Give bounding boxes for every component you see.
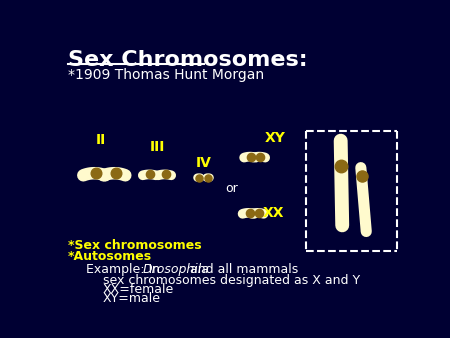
Text: *Autosomes: *Autosomes <box>68 250 152 263</box>
Text: Example: In: Example: In <box>86 263 164 276</box>
Text: IV: IV <box>196 156 212 170</box>
Text: *1909 Thomas Hunt Morgan: *1909 Thomas Hunt Morgan <box>68 68 264 82</box>
Text: Drosophila: Drosophila <box>143 263 210 276</box>
Text: or: or <box>225 182 238 195</box>
Text: and all mammals: and all mammals <box>186 263 299 276</box>
Text: XY: XY <box>264 131 285 145</box>
Text: sex chromosomes designated as X and Y: sex chromosomes designated as X and Y <box>103 274 360 287</box>
Text: XX: XX <box>262 206 284 220</box>
Text: III: III <box>149 140 165 154</box>
Text: XY=male: XY=male <box>103 292 161 305</box>
Text: XX=female: XX=female <box>103 283 174 296</box>
Text: Sex Chromosomes:: Sex Chromosomes: <box>68 50 307 70</box>
Text: II: II <box>95 133 106 147</box>
Text: *Sex chromosomes: *Sex chromosomes <box>68 239 202 252</box>
